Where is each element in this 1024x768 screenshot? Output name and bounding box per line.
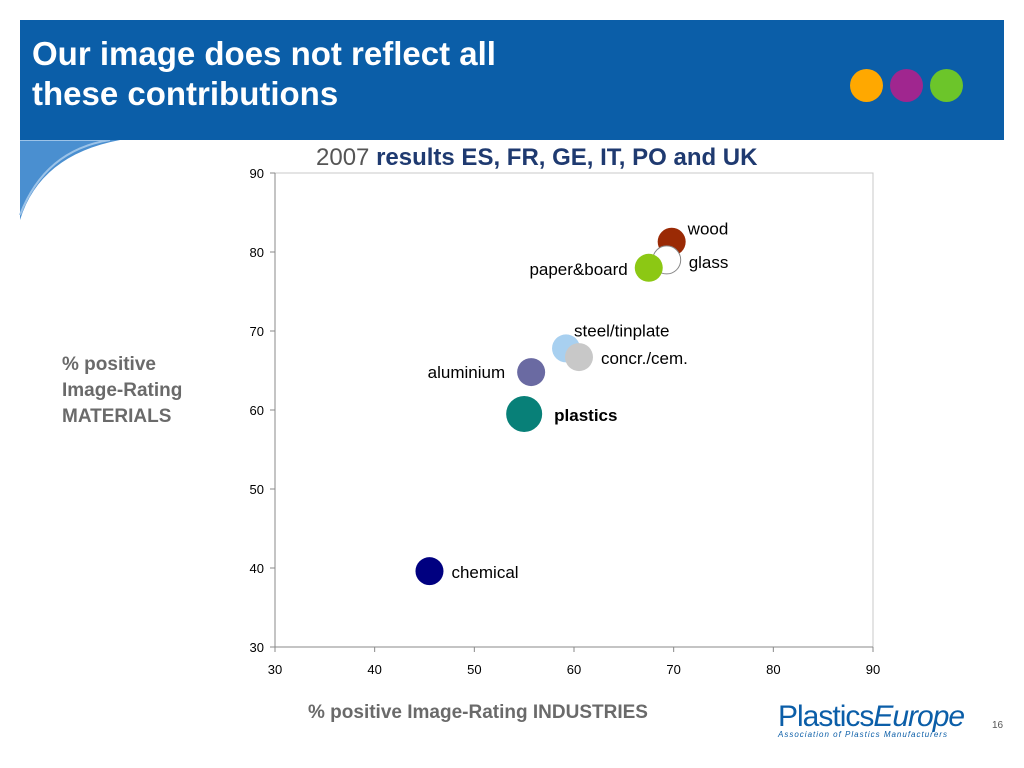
y-tick-label: 80 xyxy=(250,245,264,260)
points-group: wood glass paper&board steel/tinplate concr.… xyxy=(415,220,729,586)
y-axis-title-line-2: Image-Rating xyxy=(62,380,183,401)
chart-subtitle: 2007 results ES, FR, GE, IT, PO and UK xyxy=(316,144,1024,172)
page-number: 16 xyxy=(992,720,1004,731)
header-bar xyxy=(20,20,1004,140)
y-tick-label: 50 xyxy=(250,482,264,497)
point-aluminium xyxy=(517,358,546,387)
point-concr-cem- xyxy=(564,343,593,372)
point-label-wood: wood xyxy=(687,220,729,239)
subtitle-year: 2007 xyxy=(316,144,370,171)
purple-dot xyxy=(890,69,923,102)
x-tick-label: 30 xyxy=(268,662,282,677)
point-chemical xyxy=(415,557,444,586)
point-label-concr-cem-: concr./cem. xyxy=(601,349,688,368)
point-label-paper-board: paper&board xyxy=(529,260,627,279)
green-dot xyxy=(930,69,963,102)
title-line-1: Our image does not reflect all xyxy=(32,35,496,72)
point-label-plastics: plastics xyxy=(554,406,617,425)
y-tick-label: 30 xyxy=(250,640,264,655)
y-axis-title-line-3: MATERIALS xyxy=(62,406,172,427)
y-tick-label: 40 xyxy=(250,561,264,576)
y-tick-label: 70 xyxy=(250,324,264,339)
point-plastics xyxy=(506,395,543,432)
point-label-steel-tinplate: steel/tinplate xyxy=(574,321,669,340)
plasticseurope-logo: PlasticsEurope Association of Plastics M… xyxy=(778,700,965,739)
axes-group: 30 40 50 60 70 80 90 30 40 50 60 70 80 90 xyxy=(250,166,881,677)
logo-tagline: Association of Plastics Manufacturers xyxy=(778,730,948,739)
point-paper-board xyxy=(634,253,663,282)
logo-text-europe: Europe xyxy=(873,700,965,733)
y-axis-title-line-1: % positive xyxy=(62,354,156,375)
slide-title: Our image does not reflect all these con… xyxy=(32,34,496,114)
title-line-2: these contributions xyxy=(32,75,339,112)
y-axis-title: % positive Image-Rating MATERIALS xyxy=(62,352,182,430)
y-tick-label: 90 xyxy=(250,166,264,181)
x-tick-label: 90 xyxy=(866,662,880,677)
x-tick-label: 70 xyxy=(666,662,680,677)
x-tick-label: 80 xyxy=(766,662,780,677)
point-label-aluminium: aluminium xyxy=(428,363,505,382)
point-label-chemical: chemical xyxy=(451,563,518,582)
orange-dot xyxy=(850,69,883,102)
y-tick-label: 60 xyxy=(250,403,264,418)
x-tick-label: 40 xyxy=(367,662,381,677)
subtitle-text: results ES, FR, GE, IT, PO and UK xyxy=(376,144,758,171)
logo-text-plastics: Plastics xyxy=(778,700,874,733)
x-tick-label: 60 xyxy=(567,662,581,677)
x-tick-label: 50 xyxy=(467,662,481,677)
x-axis-title: % positive Image-Rating INDUSTRIES xyxy=(308,702,648,723)
point-label-glass: glass xyxy=(689,253,729,272)
